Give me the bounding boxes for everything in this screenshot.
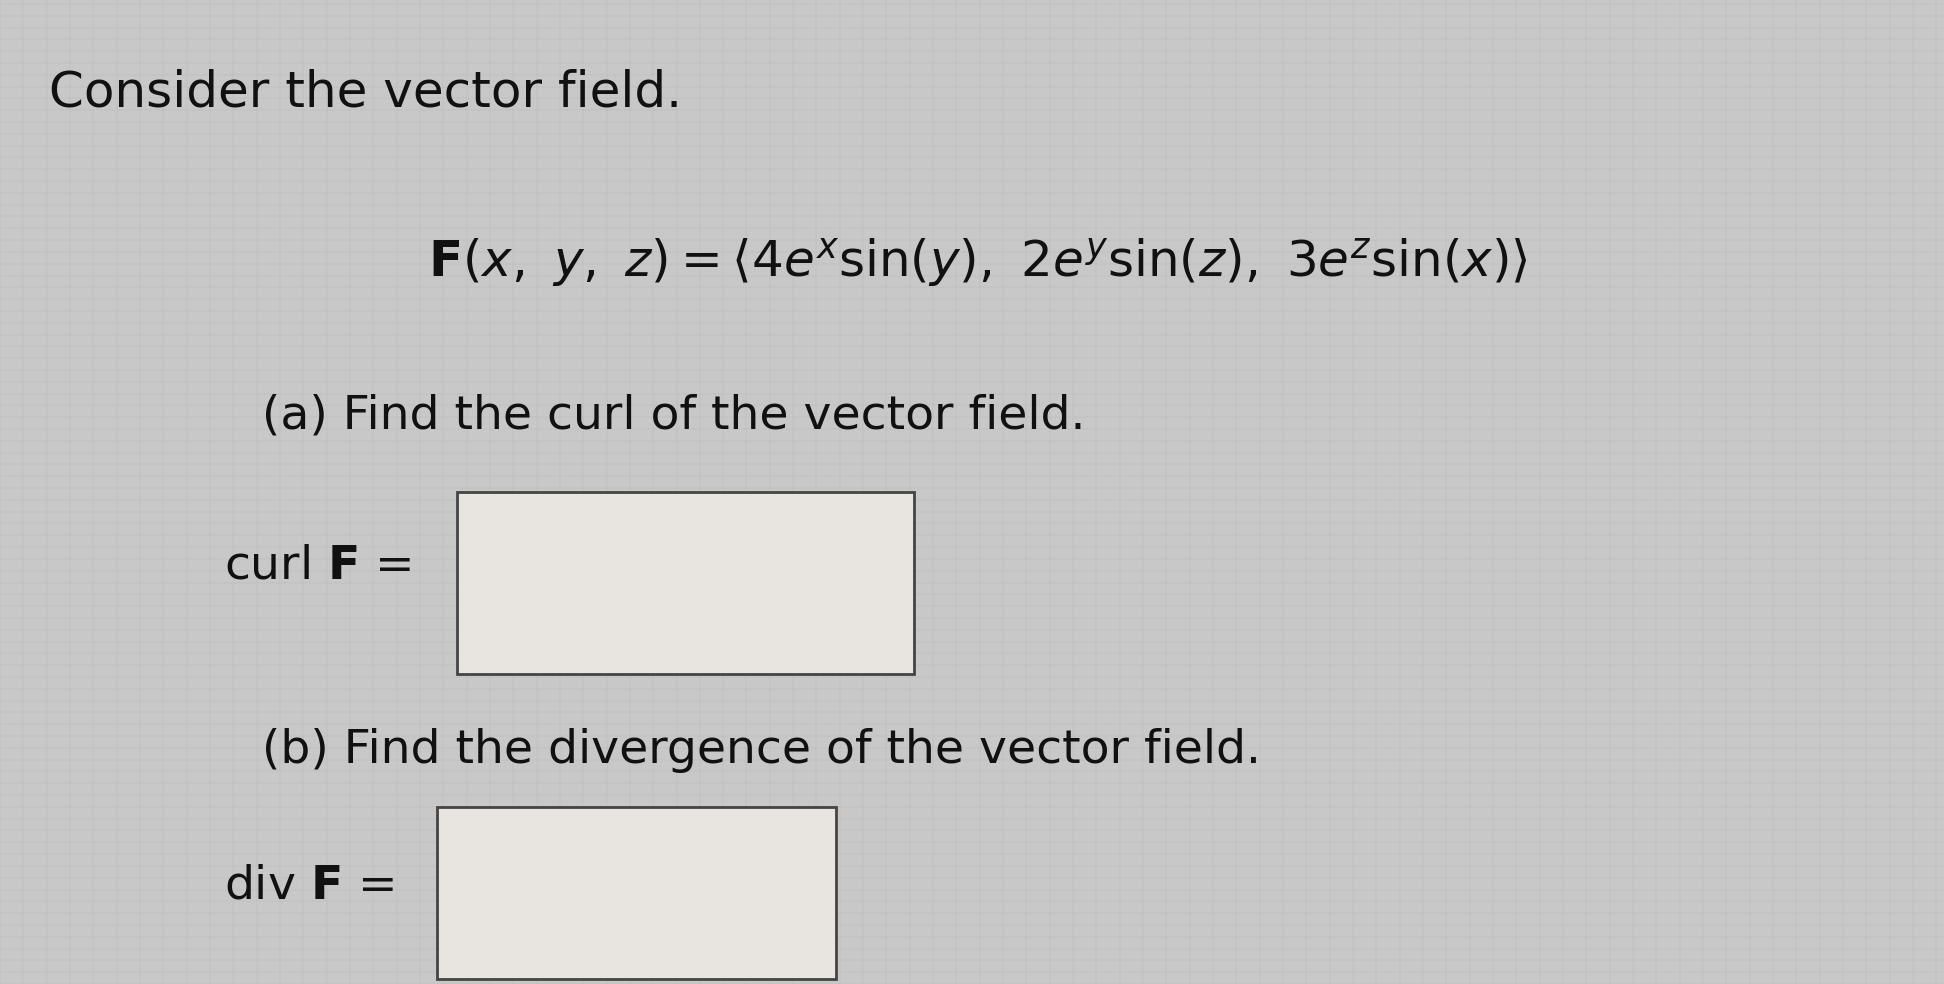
Text: curl $\mathbf{F}$ =: curl $\mathbf{F}$ = [224,543,410,588]
Text: (a) Find the curl of the vector field.: (a) Find the curl of the vector field. [262,394,1087,439]
Text: $\mathbf{F}(x,\ y,\ z) = \langle 4e^x \sin(y),\ 2e^y \sin(z),\ 3e^z \sin(x)\rang: $\mathbf{F}(x,\ y,\ z) = \langle 4e^x \s… [428,236,1528,290]
Text: Consider the vector field.: Consider the vector field. [49,69,682,117]
Text: (b) Find the divergence of the vector field.: (b) Find the divergence of the vector fi… [262,728,1262,773]
FancyBboxPatch shape [437,807,836,979]
FancyBboxPatch shape [457,492,914,674]
Text: div $\mathbf{F}$ =: div $\mathbf{F}$ = [224,863,393,908]
